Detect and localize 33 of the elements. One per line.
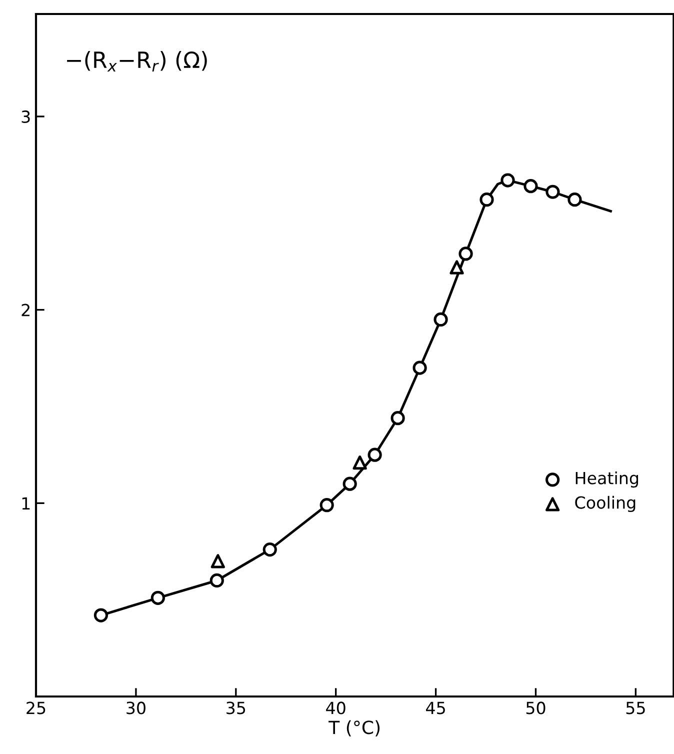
point	[434, 312, 448, 327]
y-tick-label: 1	[22, 497, 30, 510]
point	[480, 192, 494, 207]
x-axis-title: T (°C)	[328, 720, 380, 736]
x-tick-label: 30	[126, 702, 146, 714]
y-axis-title: −(R$_{x}$−R$_{r}$) (Ω)	[67, 51, 207, 72]
point	[150, 590, 165, 605]
point	[500, 173, 515, 188]
point	[320, 498, 334, 512]
legend-label: Heating	[576, 471, 638, 488]
point	[524, 179, 538, 194]
point	[450, 260, 464, 274]
point	[94, 608, 108, 622]
point	[262, 542, 277, 557]
point	[342, 476, 357, 491]
point	[210, 573, 224, 588]
x-tick-label: 40	[326, 702, 346, 714]
point	[352, 455, 367, 470]
y-tick-label: 3	[22, 110, 30, 124]
y-tick-label: 2	[22, 304, 30, 316]
x-tick-label: 55	[626, 702, 645, 714]
point	[546, 184, 560, 199]
point	[458, 246, 473, 261]
point	[412, 360, 427, 375]
legend-label: Cooling	[575, 496, 636, 512]
point	[210, 554, 225, 568]
point	[568, 192, 582, 207]
point	[368, 448, 382, 462]
x-tick-label: 35	[226, 702, 246, 714]
x-tick-label: 25	[26, 702, 46, 714]
x-tick-label: 45	[426, 702, 445, 714]
point	[390, 411, 405, 426]
x-tick-label: 50	[526, 702, 546, 714]
